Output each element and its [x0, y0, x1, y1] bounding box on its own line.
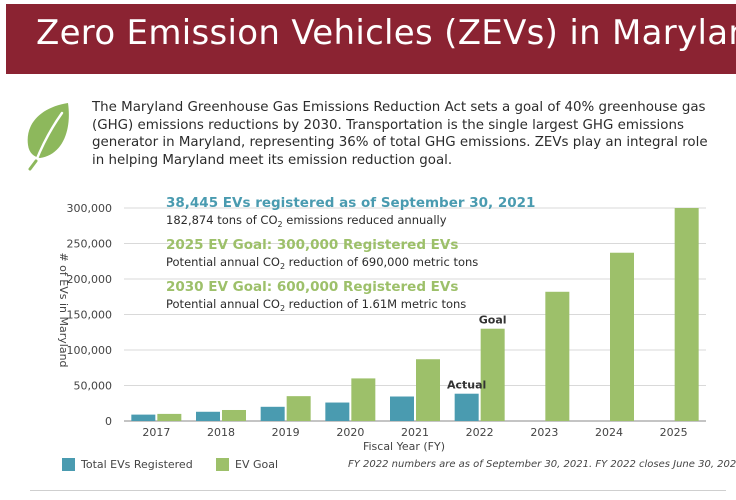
x-tick-label: 2019 — [272, 426, 300, 439]
footnote: FY 2022 numbers are as of September 30, … — [348, 459, 736, 470]
annotation-detail: 182,874 tons of CO2 emissions reduced an… — [166, 213, 447, 229]
leaf-icon — [27, 103, 69, 171]
legend-label-registered: Total EVs Registered — [81, 458, 193, 471]
annotation-title: 38,445 EVs registered as of September 30… — [166, 195, 535, 211]
x-tick-label: 2025 — [660, 426, 688, 439]
bar-goal-2025 — [674, 208, 699, 421]
legend-label-goal: EV Goal — [235, 458, 279, 471]
x-tick-label: 2023 — [530, 426, 558, 439]
y-tick-label: 250,000 — [67, 238, 113, 251]
legend: Total EVs Registered EV Goal — [0, 457, 340, 473]
x-axis-label: Fiscal Year (FY) — [363, 440, 445, 453]
bar-registered-2020 — [325, 402, 350, 421]
divider — [30, 490, 726, 491]
y-tick-label: 300,000 — [67, 202, 113, 215]
y-tick-label: 0 — [105, 415, 112, 428]
bar-goal-2022 — [480, 328, 505, 421]
bar-registered-2017 — [131, 414, 156, 421]
x-tick-label: 2022 — [466, 426, 494, 439]
bar-goal-2021 — [416, 359, 440, 421]
bar-goal-2019 — [286, 396, 311, 421]
page-title: Zero Emission Vehicles (ZEVs) in Marylan… — [36, 13, 736, 53]
intro-paragraph: The Maryland Greenhouse Gas Emissions Re… — [92, 100, 708, 168]
legend-swatch-registered — [62, 458, 75, 471]
title-banner: Zero Emission Vehicles (ZEVs) in Marylan… — [6, 4, 736, 74]
bar-registered-2019 — [260, 406, 285, 421]
annotation-detail: Potential annual CO2 reduction of 1.61M … — [166, 297, 466, 313]
x-tick-label: 2017 — [142, 426, 170, 439]
bar-registered-2018 — [196, 411, 220, 421]
bar-registered-2021 — [390, 396, 414, 421]
y-axis-label: # of EVs in Maryland — [57, 252, 70, 367]
bar-goal-2023 — [545, 291, 570, 421]
bar-goal-2024 — [610, 252, 634, 421]
legend-swatch-goal — [216, 458, 229, 471]
bar-goal-2020 — [351, 378, 376, 421]
x-tick-label: 2021 — [401, 426, 429, 439]
bar-data-label: Actual — [447, 379, 486, 392]
bar-goal-2017 — [157, 413, 182, 421]
x-tick-label: 2018 — [207, 426, 235, 439]
bar-registered-2022 — [454, 393, 479, 421]
x-tick-label: 2020 — [336, 426, 364, 439]
y-tick-label: 200,000 — [67, 273, 113, 286]
bar-data-label: Goal — [479, 314, 507, 327]
annotation-title: 2030 EV Goal: 600,000 Registered EVs — [166, 279, 458, 295]
x-tick-label: 2024 — [595, 426, 623, 439]
annotation-title: 2025 EV Goal: 300,000 Registered EVs — [166, 237, 458, 253]
y-tick-label: 50,000 — [74, 380, 113, 393]
y-tick-label: 150,000 — [67, 309, 113, 322]
annotation-detail: Potential annual CO2 reduction of 690,00… — [166, 255, 478, 271]
bar-goal-2018 — [222, 409, 246, 421]
y-tick-label: 100,000 — [67, 344, 113, 357]
